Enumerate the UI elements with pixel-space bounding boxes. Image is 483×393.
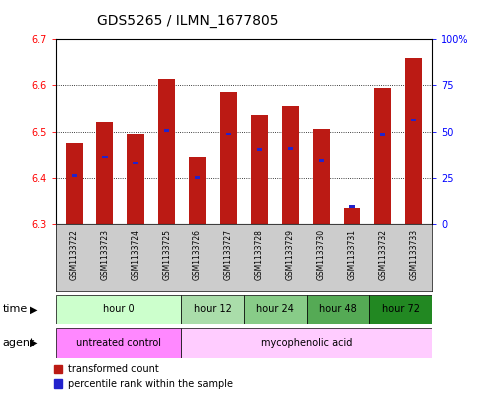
Text: GSM1133722: GSM1133722 (70, 230, 79, 280)
Bar (374, 88, 391, 224)
Bar (189, 157, 206, 224)
Bar (288, 147, 293, 150)
Bar (226, 132, 231, 135)
Bar (313, 129, 329, 224)
Bar (195, 176, 200, 179)
Bar (66, 143, 83, 224)
Text: hour 12: hour 12 (194, 305, 231, 314)
Bar (251, 116, 268, 224)
Bar (181, 295, 244, 324)
Bar (158, 79, 175, 224)
Text: mycophenolic acid: mycophenolic acid (261, 338, 353, 348)
Text: hour 0: hour 0 (102, 305, 134, 314)
Text: hour 48: hour 48 (319, 305, 357, 314)
Text: GSM1133726: GSM1133726 (193, 230, 202, 280)
Text: GSM1133724: GSM1133724 (131, 230, 141, 280)
Text: hour 24: hour 24 (256, 305, 294, 314)
Bar (54, 379, 62, 388)
Text: GSM1133725: GSM1133725 (162, 230, 171, 280)
Text: GSM1133733: GSM1133733 (409, 230, 418, 281)
Text: hour 72: hour 72 (382, 305, 420, 314)
Bar (56, 328, 181, 358)
Bar (128, 134, 144, 224)
Bar (319, 160, 324, 162)
Text: ▶: ▶ (30, 338, 38, 348)
Bar (56, 295, 181, 324)
Bar (102, 156, 108, 158)
Text: GSM1133731: GSM1133731 (347, 230, 356, 280)
Bar (411, 119, 416, 121)
Text: GSM1133730: GSM1133730 (317, 230, 326, 281)
Text: transformed count: transformed count (68, 364, 158, 374)
Text: GDS5265 / ILMN_1677805: GDS5265 / ILMN_1677805 (97, 14, 278, 28)
Bar (307, 295, 369, 324)
Bar (54, 365, 62, 373)
Bar (97, 123, 114, 224)
Bar (405, 58, 422, 224)
Bar (380, 133, 385, 136)
Bar (282, 106, 298, 224)
Text: untreated control: untreated control (76, 338, 161, 348)
Bar (257, 148, 262, 151)
Bar (244, 295, 307, 324)
Bar (71, 174, 77, 177)
Text: GSM1133727: GSM1133727 (224, 230, 233, 280)
Text: time: time (2, 305, 28, 314)
Text: GSM1133728: GSM1133728 (255, 230, 264, 280)
Bar (133, 162, 139, 164)
Bar (220, 92, 237, 224)
Text: GSM1133723: GSM1133723 (100, 230, 110, 280)
Bar (181, 328, 432, 358)
Bar (343, 208, 360, 224)
Bar (164, 129, 169, 132)
Bar (349, 205, 355, 208)
Text: GSM1133732: GSM1133732 (378, 230, 387, 280)
Text: agent: agent (2, 338, 35, 348)
Bar (369, 295, 432, 324)
Text: percentile rank within the sample: percentile rank within the sample (68, 379, 233, 389)
Text: ▶: ▶ (30, 305, 38, 314)
Text: GSM1133729: GSM1133729 (286, 230, 295, 280)
